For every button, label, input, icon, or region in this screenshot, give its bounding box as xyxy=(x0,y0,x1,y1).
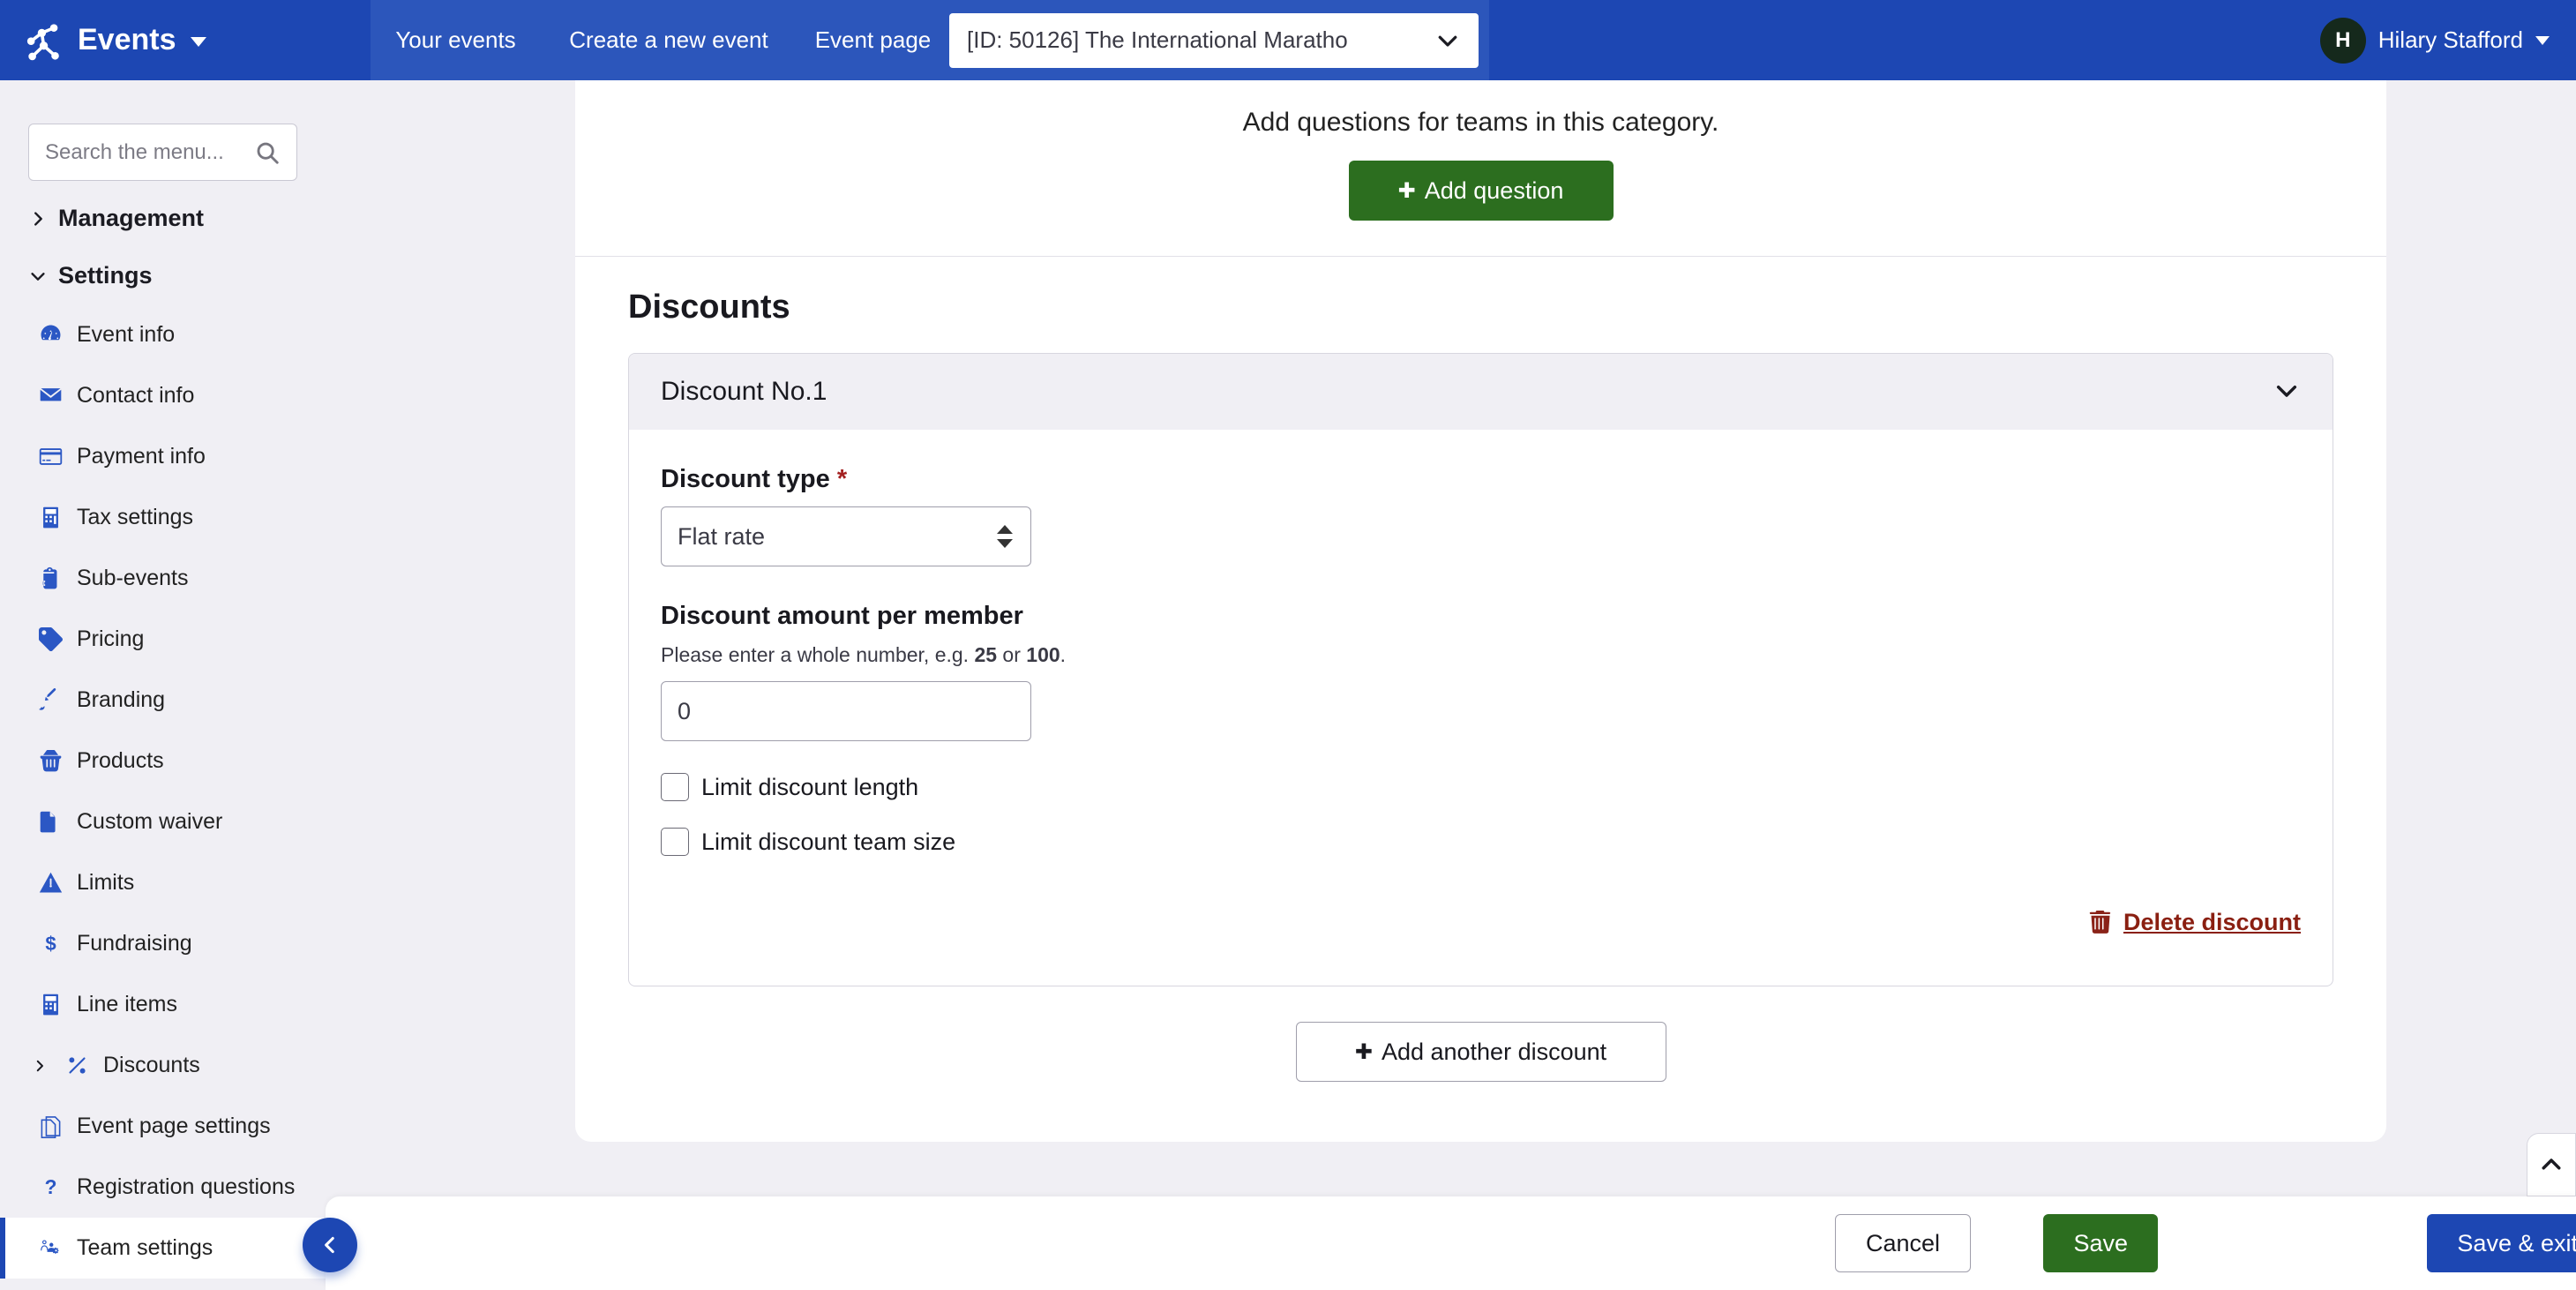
svg-text:$: $ xyxy=(45,933,56,955)
svg-text:?: ? xyxy=(45,1175,57,1198)
